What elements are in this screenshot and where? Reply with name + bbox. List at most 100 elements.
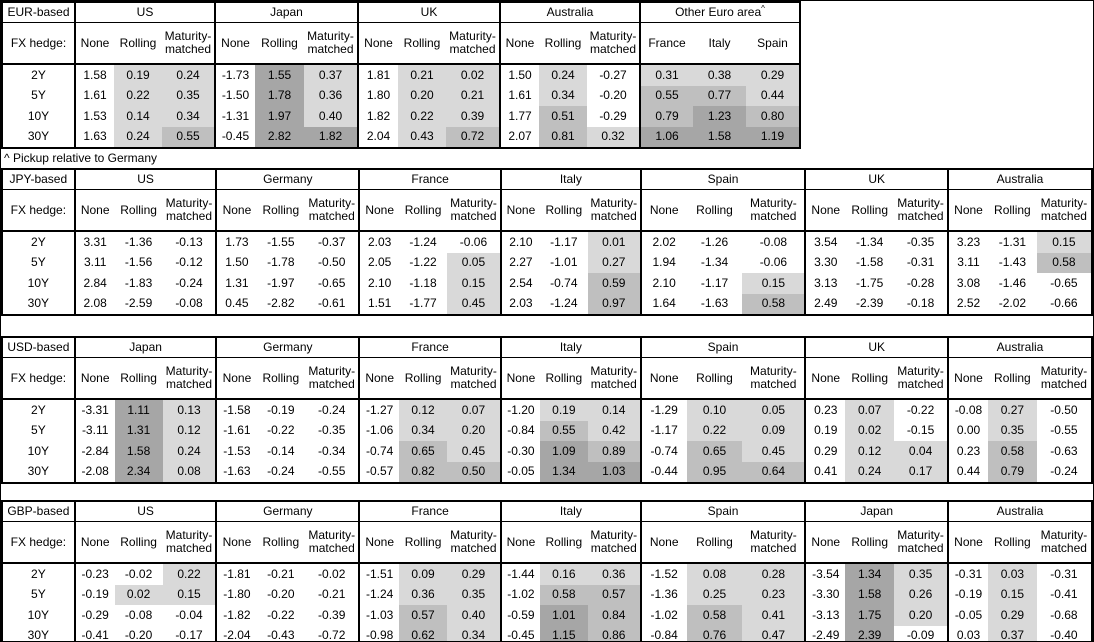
value-cell: -0.20	[267, 587, 295, 602]
value-cell: 0.08	[162, 461, 217, 483]
hedge-col-header: Rolling	[539, 22, 587, 65]
hedge-col-header: None	[215, 521, 257, 564]
value-cell: 0.17	[894, 461, 949, 483]
value-cell: 1.97	[255, 106, 304, 127]
value-cell: 0.45	[742, 441, 806, 462]
value-cell: 0.22	[114, 85, 162, 106]
value-cell: 0.36	[304, 85, 358, 106]
hedge-col-header: Maturity-matched	[742, 189, 806, 232]
hedge-col-header: None	[947, 521, 988, 564]
value-cell: 0.25	[686, 584, 743, 605]
value-cell: -1.58	[215, 399, 257, 421]
hedge-col-header: None	[73, 521, 115, 564]
value-cell: 0.45	[215, 293, 257, 315]
value-cell: -0.37	[318, 234, 346, 249]
hedge-col-header: Rolling	[114, 22, 162, 65]
footnote: ^ Pickup relative to Germany	[4, 151, 158, 165]
value-cell: 0.62	[399, 625, 448, 641]
table-base-label: EUR-based	[2, 2, 76, 23]
value-cell: -0.08	[759, 234, 788, 249]
value-cell: -2.84	[73, 441, 115, 462]
value-cell: 1.31	[114, 420, 163, 441]
value-cell: 0.29	[804, 441, 846, 462]
value-cell: 0.26	[894, 584, 949, 605]
group-name: France	[411, 172, 449, 186]
value-cell: -0.24	[175, 275, 203, 290]
value-cell: -3.13	[804, 605, 846, 626]
hedge-col-header: None	[499, 22, 539, 65]
value-cell: 1.06	[639, 126, 693, 148]
value-cell: -0.30	[499, 441, 540, 462]
hedge-col-header: Rolling	[845, 357, 895, 400]
hedge-col-header: Maturity-matched	[162, 357, 217, 400]
value-cell: -1.56	[124, 255, 153, 270]
value-cell: 0.37	[304, 64, 358, 86]
value-cell: -0.06	[759, 255, 788, 270]
hedge-col-header: None	[358, 357, 400, 400]
value-cell: 0.84	[587, 605, 641, 626]
group-header-spain: Spain	[639, 169, 806, 190]
value-cell: 0.58	[742, 293, 806, 315]
value-cell: 3.08	[947, 273, 988, 294]
hedge-col-header: Rolling	[399, 521, 448, 564]
fx-table-usd-based: USD-based Japan Germany France Italy Spain UK A…	[1, 336, 1093, 484]
value-cell: -1.06	[358, 420, 400, 441]
value-cell: 1.50	[499, 64, 539, 86]
hedge-col-header: Maturity-matched	[162, 189, 217, 232]
value-cell: 2.84	[73, 273, 115, 294]
value-cell: 0.29	[746, 64, 800, 86]
value-cell: -0.05	[947, 605, 988, 626]
group-header-france: France	[358, 169, 501, 190]
value-cell: -0.43	[267, 628, 295, 642]
value-cell: 0.58	[987, 441, 1037, 462]
fx-hedge-label: FX hedge:	[2, 357, 76, 400]
value-cell: -1.17	[700, 275, 729, 290]
value-cell: -2.49	[804, 625, 846, 641]
value-cell: -1.20	[499, 399, 540, 421]
value-cell: -1.97	[267, 275, 295, 290]
value-cell: -0.08	[175, 296, 203, 311]
value-cell: 0.15	[987, 584, 1037, 605]
hedge-col-header: Maturity-matched	[587, 22, 640, 65]
hedge-col-header: Maturity-matched	[305, 521, 360, 564]
value-cell: -0.74	[358, 441, 400, 462]
value-cell: 0.22	[398, 106, 446, 127]
value-cell: -0.09	[906, 628, 935, 642]
group-name: Australia	[996, 340, 1044, 354]
group-name: Japan	[860, 504, 894, 518]
value-cell: -0.84	[499, 420, 540, 441]
value-cell: 0.38	[693, 64, 746, 86]
value-cell: 0.31	[639, 64, 693, 86]
value-cell: -1.22	[409, 255, 437, 270]
group-name: Japan	[270, 5, 303, 19]
value-cell: 2.10	[499, 231, 540, 253]
fx-hedge-label: FX hedge:	[2, 521, 76, 564]
value-cell: -1.55	[267, 234, 295, 249]
value-cell: 0.34	[399, 420, 448, 441]
group-header-japan: Japan	[804, 501, 949, 522]
tenor-label: 5Y	[2, 584, 76, 605]
value-cell: 2.49	[804, 293, 846, 315]
value-cell: 0.89	[587, 441, 641, 462]
value-cell: 0.10	[686, 399, 743, 421]
value-cell: 0.02	[446, 64, 500, 86]
tenor-label: 10Y	[2, 605, 76, 626]
value-cell: -1.81	[215, 563, 257, 585]
value-cell: 0.55	[639, 85, 693, 106]
hedge-col-header: Rolling	[114, 521, 163, 564]
value-cell: 0.04	[894, 441, 949, 462]
group-header-australia: Australia	[947, 169, 1092, 190]
group-name: Japan	[129, 340, 162, 354]
value-cell: 0.57	[587, 584, 641, 605]
group-name: Germany	[263, 340, 313, 354]
tenor-label: 30Y	[2, 126, 76, 148]
value-cell: -1.01	[550, 255, 578, 270]
hedge-col-header: Rolling	[987, 521, 1037, 564]
hedge-col-header: Maturity-matched	[447, 357, 501, 400]
value-cell: 0.95	[686, 461, 743, 483]
group-header-australia: Australia	[499, 2, 640, 23]
value-cell: 0.20	[447, 420, 501, 441]
value-cell: -1.75	[855, 275, 884, 290]
value-cell: 0.79	[639, 106, 693, 127]
